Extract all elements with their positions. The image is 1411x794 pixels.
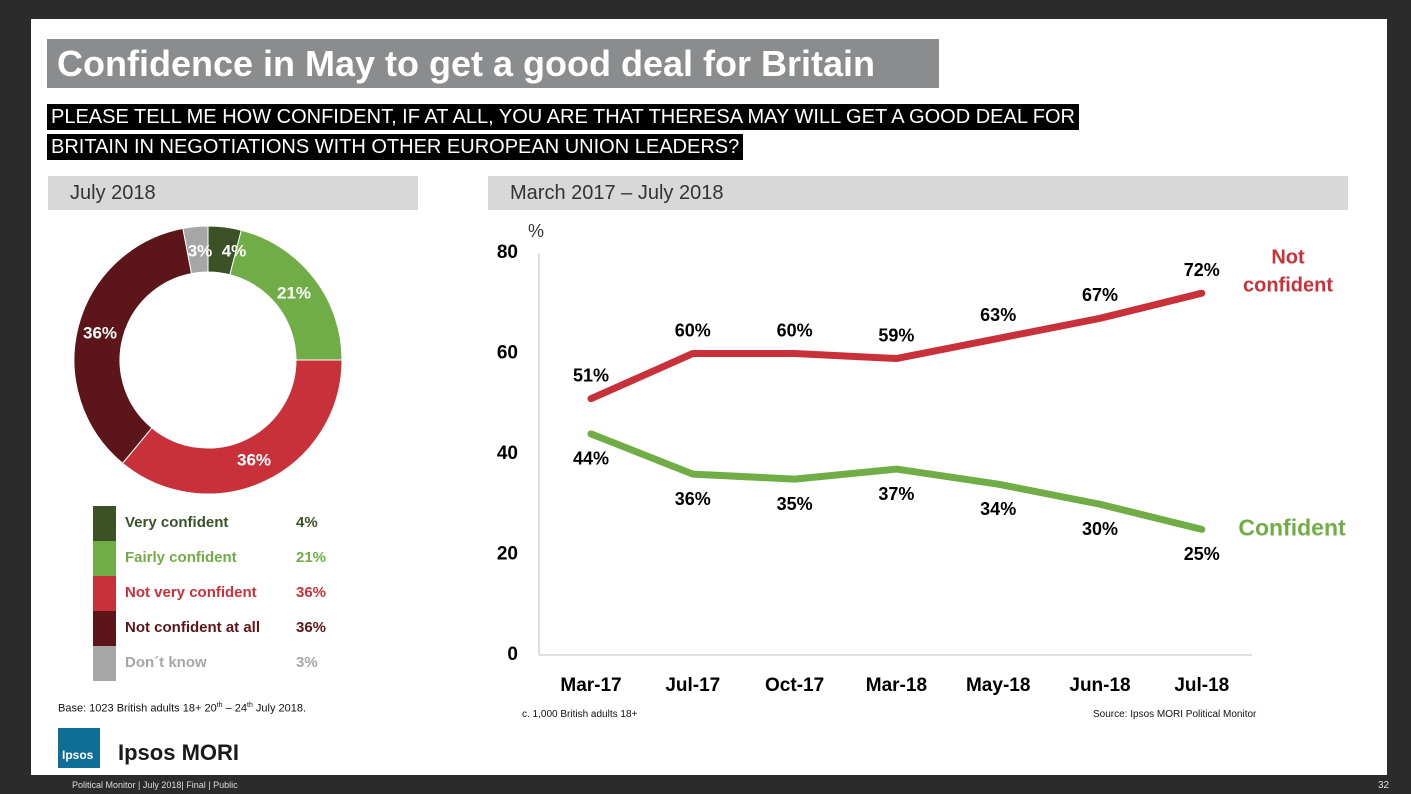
series-name-label: Not bbox=[1271, 246, 1305, 268]
data-label: 59% bbox=[878, 325, 914, 345]
legend-label: Not confident at all bbox=[125, 619, 260, 636]
base-note: Base: 1023 British adults 18+ 20th – 24t… bbox=[58, 702, 307, 715]
legend-value: 21% bbox=[296, 549, 327, 566]
donut-data-label: 4% bbox=[222, 241, 247, 260]
y-tick-label: 60 bbox=[497, 343, 518, 364]
legend-label: Not very confident bbox=[125, 584, 257, 601]
x-tick-label: Jun-18 bbox=[1069, 675, 1130, 696]
legend-swatch bbox=[93, 576, 116, 611]
series-name-label: confident bbox=[1243, 274, 1333, 296]
data-label: 67% bbox=[1082, 285, 1118, 305]
source-note: Source: Ipsos MORI Political Monitor bbox=[1093, 709, 1257, 720]
legend-value: 4% bbox=[296, 514, 318, 531]
legend-item: Very confident 4% bbox=[93, 506, 353, 541]
donut-data-label: 3% bbox=[188, 241, 213, 260]
ipsos-logo bbox=[58, 728, 100, 768]
x-tick-label: May-18 bbox=[966, 675, 1030, 696]
series-line bbox=[587, 430, 1206, 533]
x-tick-label: Mar-17 bbox=[560, 675, 621, 696]
data-label: 51% bbox=[573, 365, 609, 385]
x-tick-label: Oct-17 bbox=[765, 675, 824, 696]
data-label: 37% bbox=[878, 484, 914, 504]
y-axis-label: % bbox=[528, 221, 544, 241]
legend-value: 36% bbox=[296, 584, 327, 601]
legend-item: Don´t know 3% bbox=[93, 646, 353, 681]
legend-item: Fairly confident 21% bbox=[93, 541, 353, 576]
legend-item: Not very confident 36% bbox=[93, 576, 353, 611]
legend-item: Not confident at all 36% bbox=[93, 611, 353, 646]
y-tick-label: 40 bbox=[497, 443, 518, 464]
data-label: 72% bbox=[1184, 260, 1220, 280]
question-line-2: BRITAIN IN NEGOTIATIONS WITH OTHER EUROP… bbox=[47, 134, 744, 160]
legend-swatch bbox=[93, 541, 116, 576]
x-tick-label: Jul-17 bbox=[665, 675, 720, 696]
data-label: 30% bbox=[1082, 519, 1118, 539]
donut-slice bbox=[182, 225, 209, 275]
data-label: 35% bbox=[777, 494, 813, 514]
right-panel-title: March 2017 – July 2018 bbox=[488, 176, 1348, 210]
data-label: 44% bbox=[573, 449, 609, 469]
donut-slice bbox=[73, 227, 193, 464]
legend-label: Fairly confident bbox=[125, 549, 237, 566]
brand-name: Ipsos MORI bbox=[118, 740, 240, 765]
legend-swatch bbox=[93, 611, 116, 646]
legend-swatch bbox=[93, 506, 116, 541]
donut-data-label: 21% bbox=[277, 283, 311, 302]
donut-data-label: 36% bbox=[83, 323, 117, 342]
sample-note: c. 1,000 British adults 18+ bbox=[522, 709, 638, 720]
left-panel-title: July 2018 bbox=[48, 176, 418, 210]
donut-slice bbox=[121, 359, 343, 495]
legend-value: 3% bbox=[296, 654, 318, 671]
data-label: 60% bbox=[777, 320, 813, 340]
legend-swatch bbox=[93, 646, 116, 681]
y-tick-label: 80 bbox=[497, 242, 518, 263]
y-tick-label: 20 bbox=[497, 544, 518, 565]
data-label: 36% bbox=[675, 489, 711, 509]
legend-label: Don´t know bbox=[125, 654, 207, 671]
data-label: 25% bbox=[1184, 544, 1220, 564]
x-tick-label: Jul-18 bbox=[1174, 675, 1229, 696]
ipsos-logo-text: Ipsos bbox=[62, 748, 94, 762]
legend-label: Very confident bbox=[125, 514, 229, 531]
donut-data-label: 36% bbox=[237, 450, 271, 469]
y-tick-label: 0 bbox=[507, 644, 518, 665]
data-label: 63% bbox=[980, 305, 1016, 325]
series-name-label: Confident bbox=[1238, 514, 1346, 540]
question-line-1: PLEASE TELL ME HOW CONFIDENT, IF AT ALL,… bbox=[47, 104, 1079, 130]
footer-text: Political Monitor | July 2018| Final | P… bbox=[72, 780, 238, 790]
data-label: 34% bbox=[980, 499, 1016, 519]
series-line bbox=[587, 289, 1206, 403]
page-title: Confidence in May to get a good deal for… bbox=[47, 39, 939, 88]
x-tick-label: Mar-18 bbox=[866, 675, 927, 696]
data-label: 60% bbox=[675, 320, 711, 340]
legend-value: 36% bbox=[296, 619, 327, 636]
page-number: 32 bbox=[1378, 780, 1390, 791]
